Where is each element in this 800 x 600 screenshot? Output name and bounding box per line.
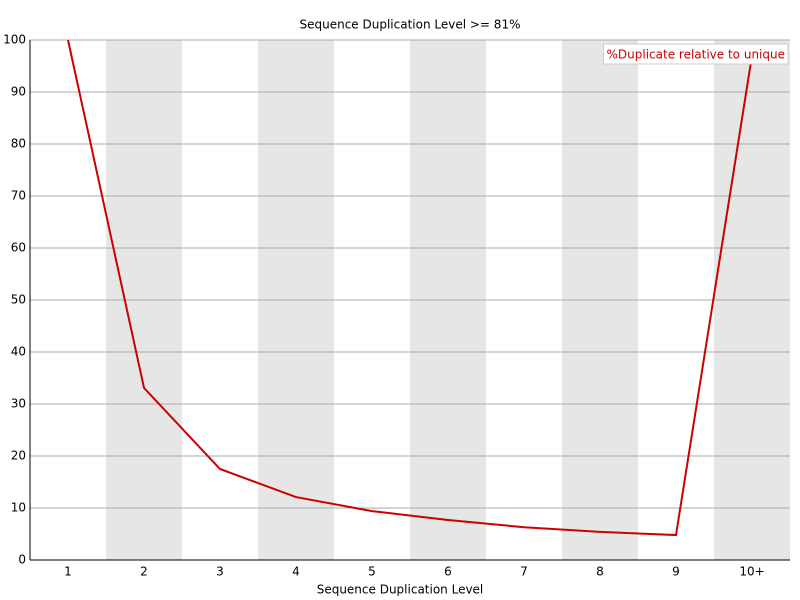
x-tick-label: 10+ — [739, 565, 764, 579]
x-tick-label: 2 — [140, 565, 148, 579]
y-tick-label: 30 — [11, 397, 26, 411]
y-tick-label: 20 — [11, 449, 26, 463]
y-tick-label: 80 — [11, 137, 26, 151]
x-tick-label: 1 — [64, 565, 72, 579]
y-tick-label: 100 — [3, 33, 26, 47]
y-tick-label: 10 — [11, 501, 26, 515]
legend: %Duplicate relative to unique — [603, 43, 789, 65]
x-tick-label: 8 — [596, 565, 604, 579]
y-tick-label: 90 — [11, 85, 26, 99]
data-line — [67, 39, 753, 537]
x-tick-label: 9 — [672, 565, 680, 579]
y-tick-label: 60 — [11, 241, 26, 255]
y-tick-label: 70 — [11, 189, 26, 203]
x-tick-label: 5 — [368, 565, 376, 579]
chart-title: Sequence Duplication Level >= 81% — [300, 18, 521, 32]
x-tick-label: 7 — [520, 565, 528, 579]
legend-box — [603, 43, 789, 65]
x-axis-label: Sequence Duplication Level — [317, 583, 484, 597]
x-tick-label: 3 — [216, 565, 224, 579]
y-tick-label: 40 — [11, 345, 26, 359]
legend-label: %Duplicate relative to unique — [607, 48, 785, 62]
x-tick-label: 4 — [292, 565, 300, 579]
y-tick-label: 50 — [11, 293, 26, 307]
y-tick-label: 0 — [18, 553, 26, 567]
x-tick-label: 6 — [444, 565, 452, 579]
